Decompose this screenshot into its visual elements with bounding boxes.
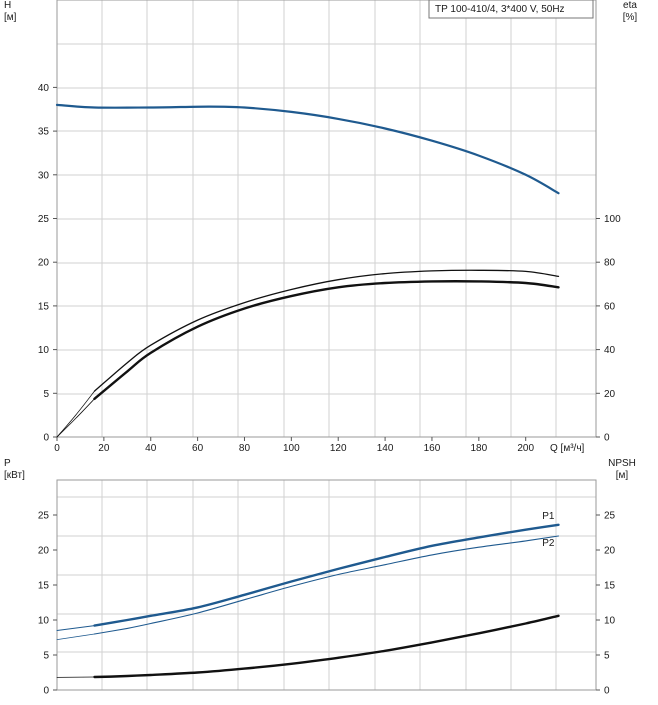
chart0-xtick-label-2: 40 — [145, 443, 157, 454]
chart0-xtick-label-7: 140 — [377, 443, 394, 454]
chart1-ytick-label-0: 0 — [43, 686, 49, 697]
chart0-ylabel-unit: [м] — [4, 12, 17, 23]
chart0-xtick-label-1: 20 — [98, 443, 110, 454]
chart0-xtick-label-0: 0 — [54, 443, 60, 454]
chart0-y2tick-label-5: 100 — [604, 214, 621, 225]
chart0-y2tick-label-3: 60 — [604, 301, 616, 312]
chart1-y2tick-label-4: 20 — [604, 546, 616, 557]
chart0-ytick-label-6: 30 — [38, 170, 50, 181]
chart0-series-line-5 — [57, 399, 95, 437]
chart0-y2tick-label-0: 0 — [604, 433, 610, 444]
chart1-ytick-label-5: 25 — [38, 511, 50, 522]
chart0-y2tick-label-1: 20 — [604, 389, 616, 400]
chart1-ytick-label-4: 20 — [38, 546, 50, 557]
chart0-ytick-label-3: 15 — [38, 301, 50, 312]
chart0-ytick-label-7: 35 — [38, 127, 50, 138]
chart0-series-line-0 — [57, 105, 559, 193]
chart0-ytick-label-8: 40 — [38, 83, 50, 94]
chart1-series-label-0: P1 — [542, 511, 555, 522]
chart0-xtick-label-9: 180 — [470, 443, 487, 454]
chart0-ytick-label-1: 5 — [43, 389, 49, 400]
chart1-y2tick-label-0: 0 — [604, 686, 610, 697]
chart1-y2tick-label-1: 5 — [604, 651, 610, 662]
chart0-xtick-label-6: 120 — [330, 443, 347, 454]
chart1-y2label: NPSH — [608, 458, 636, 469]
chart1-series-label-2: P2 — [542, 538, 555, 549]
chart1-ylabel: P — [4, 458, 11, 469]
chart1-y2tick-label-5: 25 — [604, 511, 616, 522]
chart0-y2label-unit: [%] — [623, 12, 638, 23]
chart0-y2tick-label-4: 80 — [604, 258, 616, 269]
chart-title: TP 100-410/4, 3*400 V, 50Hz — [435, 4, 565, 15]
chart0-xtick-label-5: 100 — [283, 443, 300, 454]
chart0-xtick-label-8: 160 — [424, 443, 441, 454]
chart0-ytick-label-5: 25 — [38, 214, 50, 225]
chart0-ytick-label-0: 0 — [43, 433, 49, 444]
chart0-xtick-label-10: 200 — [517, 443, 534, 454]
chart0-series-line-4 — [95, 281, 559, 399]
chart1-series-line-3 — [57, 634, 95, 640]
chart0-y2label: eta — [623, 0, 637, 11]
chart0-ytick-label-2: 10 — [38, 345, 50, 356]
chart1-series-line-4 — [95, 616, 559, 677]
chart0-xtick-label-3: 60 — [192, 443, 204, 454]
chart1-ylabel-unit: [кВт] — [4, 470, 25, 481]
chart0-ytick-label-4: 20 — [38, 258, 50, 269]
chart1-ytick-label-2: 10 — [38, 616, 50, 627]
chart0-xtick-label-4: 80 — [239, 443, 251, 454]
chart1-y2label-unit: [м] — [616, 470, 629, 481]
chart1-series-line-2 — [95, 536, 559, 634]
chart0-xlabel: Q [м³/ч] — [550, 443, 585, 454]
chart1-ytick-label-3: 15 — [38, 581, 50, 592]
chart1-y2tick-label-3: 15 — [604, 581, 616, 592]
chart0-series-line-3 — [57, 391, 95, 437]
chart1-y2tick-label-2: 10 — [604, 616, 616, 627]
chart0-y2tick-label-2: 40 — [604, 345, 616, 356]
chart1-ytick-label-1: 5 — [43, 651, 49, 662]
chart1-series-line-1 — [57, 626, 95, 631]
chart0-ylabel: H — [4, 0, 11, 11]
